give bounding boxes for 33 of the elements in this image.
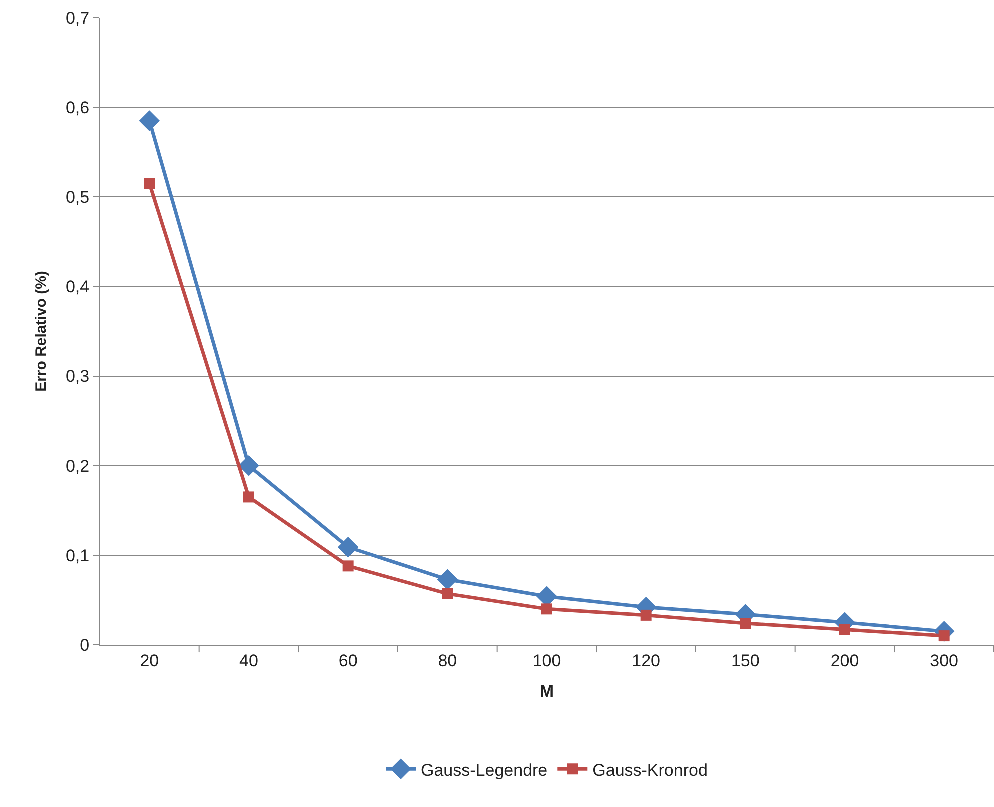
- y-tick-label: 0,7: [66, 8, 90, 28]
- x-tick-label: 60: [338, 651, 358, 670]
- point: [442, 588, 454, 600]
- point: [542, 604, 552, 615]
- legend-label: Gauss-Legendre: [421, 760, 548, 780]
- x-tick-label: 120: [632, 651, 661, 670]
- point: [740, 618, 752, 629]
- point: [840, 624, 850, 636]
- point: [437, 569, 458, 590]
- x-tick-label: 20: [140, 651, 160, 670]
- point: [144, 178, 156, 190]
- y-tick-label: 0: [80, 636, 90, 655]
- y-axis-title: Erro Relativo (%): [33, 271, 50, 392]
- point: [342, 560, 354, 572]
- point: [640, 610, 652, 621]
- point: [238, 455, 260, 476]
- x-tick-label: 80: [438, 651, 458, 670]
- point: [244, 492, 254, 503]
- x-tick-label: 100: [532, 651, 562, 670]
- point: [139, 110, 160, 132]
- y-tick-label: 0,3: [66, 367, 90, 386]
- x-axis-title: M: [540, 682, 554, 701]
- y-tick-label: 0,1: [66, 546, 90, 566]
- y-tick-label: 0,6: [66, 98, 90, 118]
- x-tick-label: 150: [731, 651, 760, 670]
- point: [338, 536, 359, 558]
- y-tick-label: 0,2: [66, 456, 90, 476]
- legend-label: Gauss-Kronrod: [592, 760, 708, 780]
- x-tick-label: 200: [830, 651, 860, 670]
- x-tick-label: 40: [240, 651, 258, 670]
- y-tick-label: 0,4: [66, 278, 90, 297]
- y-tick-label: 0,5: [66, 188, 90, 208]
- x-tick-label: 300: [930, 651, 959, 670]
